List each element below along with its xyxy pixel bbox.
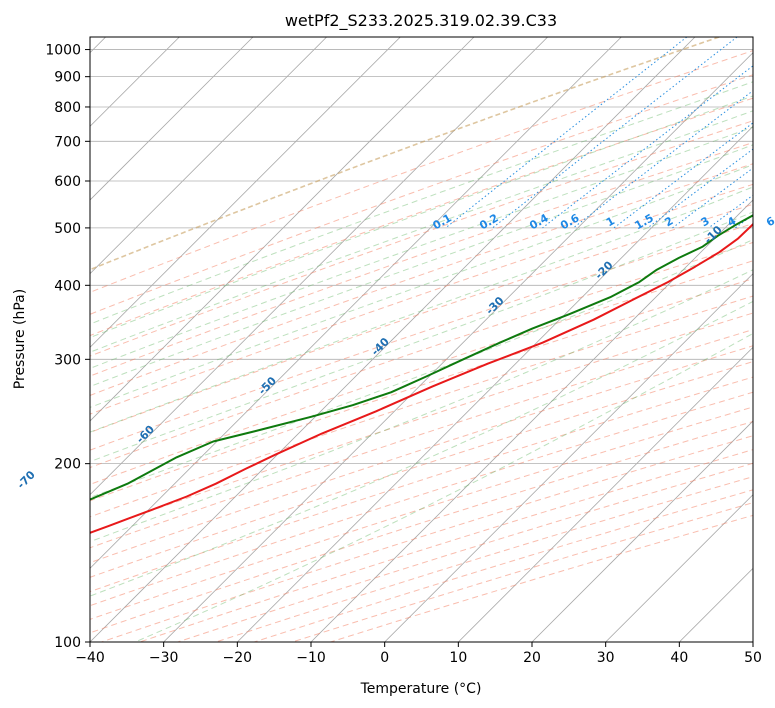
mixing-ratio-line	[542, 65, 753, 229]
temperature-profile-line	[90, 222, 753, 534]
dry-adiabat-line	[90, 278, 753, 502]
dry-adiabat-line	[90, 50, 753, 293]
mixing-ratio-lines	[445, 37, 753, 229]
isotherm-line	[237, 125, 753, 642]
isotherm-line	[384, 273, 753, 642]
y-tick-label: 1000	[45, 43, 81, 59]
dewpoint-profile-line	[90, 214, 753, 501]
dry-adiabat-line	[90, 329, 753, 549]
moist-adiabat-line	[90, 164, 753, 408]
x-tick-label: −10	[296, 650, 326, 666]
isotherm-lines	[90, 37, 753, 642]
chart-title: wetPf2_S233.2025.319.02.39.C33	[285, 11, 557, 31]
x-tick-label: 0	[380, 650, 389, 666]
dry-adiabat-line	[90, 74, 753, 315]
dry-adiabat-lines	[90, 37, 753, 642]
isotherm-line	[90, 37, 548, 496]
dry-adiabat-line	[90, 260, 753, 485]
isotherm-line	[310, 199, 753, 642]
y-tick-label: 400	[54, 278, 81, 294]
y-tick-label: 900	[54, 70, 81, 86]
dry-adiabat-line	[90, 142, 753, 377]
plot-frame	[89, 36, 754, 643]
isotherm-line	[605, 494, 753, 642]
isotherm-line	[531, 420, 753, 642]
x-tick-label: 50	[744, 650, 762, 666]
isotherm-line	[90, 37, 327, 275]
dry-adiabat-line	[90, 97, 753, 337]
sounding-series	[90, 214, 753, 534]
x-axis-label: Temperature (°C)	[360, 681, 482, 697]
dry-adiabat-line	[90, 391, 753, 607]
x-tick-label: 30	[597, 650, 615, 666]
moist-adiabat-line	[90, 186, 753, 433]
y-tick-label: 200	[54, 457, 81, 473]
axes: −40 −30 −20 −10 0 10 20 30 40 50 100 200 300 400 500 60…	[45, 43, 762, 666]
y-tick-label: 100	[54, 635, 81, 651]
x-tick-label: 40	[670, 650, 688, 666]
dry-adiabat-line	[90, 312, 753, 534]
isotherm-line	[90, 37, 401, 348]
mixing-ratio-label: 6	[764, 214, 775, 229]
y-tick-label: 500	[54, 221, 81, 237]
y-axis-label: Pressure (hPa)	[12, 289, 28, 389]
isotherm-line	[458, 346, 753, 642]
isotherm-line	[163, 52, 753, 642]
x-tick-label: 10	[449, 650, 467, 666]
x-tick-label: −30	[149, 650, 179, 666]
moist-adiabat-line	[90, 81, 753, 325]
mixing-ratio-line	[492, 37, 738, 229]
isotherm-line	[90, 37, 254, 201]
dry-adiabat-line	[90, 163, 753, 396]
moist-adiabat-line	[90, 211, 753, 463]
dry-adiabat-line	[90, 361, 753, 578]
x-tick-label: −40	[75, 650, 105, 666]
pressure-grid-lines	[90, 49, 753, 642]
mixing-ratio-line	[572, 90, 753, 229]
x-tick-label: −20	[223, 650, 253, 666]
isotherm-line	[90, 37, 475, 422]
y-tick-label: 700	[54, 134, 81, 150]
x-tick-label: 20	[523, 650, 541, 666]
dry-adiabat-line	[90, 223, 753, 451]
y-tick-label: 600	[54, 174, 81, 190]
dry-adiabat-line	[90, 120, 753, 357]
isotherm-line	[90, 37, 696, 642]
moist-adiabat-line	[134, 332, 753, 642]
y-tick-label: 300	[54, 352, 81, 368]
moist-adiabat-line	[90, 144, 753, 388]
mixing-ratio-line	[672, 167, 753, 229]
dry-adiabat-line	[90, 37, 720, 271]
dry-adiabat-line	[90, 183, 753, 415]
moist-adiabat-line	[90, 110, 753, 353]
y-tick-label: 800	[54, 100, 81, 116]
isotherm-line	[90, 37, 622, 569]
moist-adiabat-lines	[90, 81, 753, 642]
